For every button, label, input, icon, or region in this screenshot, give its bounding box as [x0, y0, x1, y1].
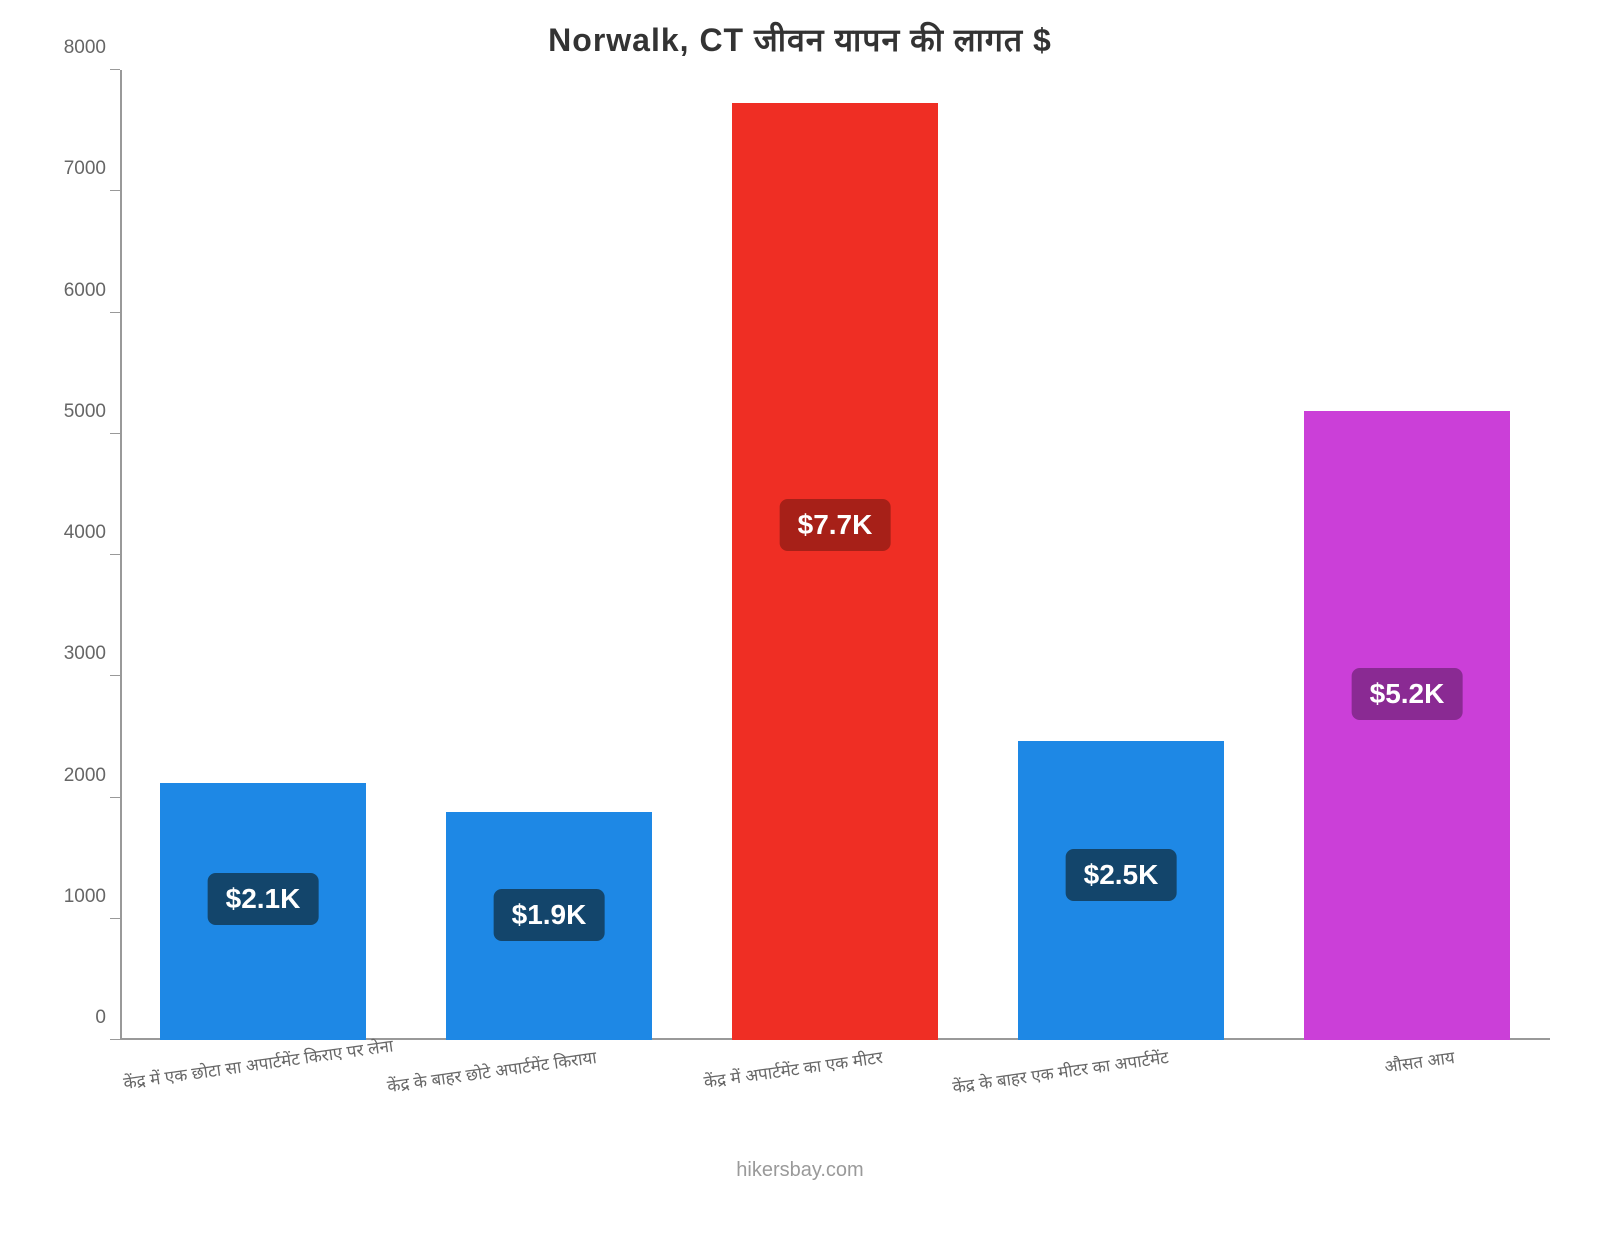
attribution-text: hikersbay.com: [0, 1159, 1600, 1182]
y-tick-label: 2000: [64, 765, 106, 787]
bar-value-badge: $2.5K: [1066, 849, 1177, 901]
bar-slot: $2.1K: [120, 70, 406, 1040]
bar-slot: $5.2K: [1264, 70, 1550, 1040]
bar-slot: $2.5K: [978, 70, 1264, 1040]
cost-of-living-chart: Norwalk, CT जीवन यापन की लागत $ $2.1K $1.…: [0, 0, 1600, 1200]
bar: $7.7K: [732, 103, 938, 1040]
y-tick: [110, 554, 120, 555]
bars-container: $2.1K $1.9K $7.7K $2.5K $5.2K: [120, 70, 1550, 1040]
y-tick-label: 5000: [64, 401, 106, 423]
y-tick-label: 0: [95, 1007, 106, 1029]
y-tick: [110, 675, 120, 676]
y-tick-label: 8000: [64, 37, 106, 59]
y-tick: [110, 312, 120, 313]
y-tick: [110, 918, 120, 919]
bar-value-badge: $7.7K: [780, 499, 891, 551]
y-tick: [110, 433, 120, 434]
y-tick-label: 7000: [64, 158, 106, 180]
y-tick: [110, 190, 120, 191]
bar-slot: $1.9K: [406, 70, 692, 1040]
plot-area: $2.1K$1.9K$7.7K$2.5K$5.2K 01000200030004…: [120, 70, 1550, 1040]
bar-slot: $7.7K: [692, 70, 978, 1040]
bar: $2.5K: [1018, 741, 1224, 1040]
y-tick: [110, 69, 120, 70]
bar-value-badge: $5.2K: [1352, 668, 1463, 720]
y-tick-label: 6000: [64, 280, 106, 302]
y-tick-label: 1000: [64, 886, 106, 908]
bar-value-badge: $1.9K: [494, 889, 605, 941]
y-tick-label: 3000: [64, 643, 106, 665]
y-tick: [110, 797, 120, 798]
bar: $5.2K: [1304, 411, 1510, 1040]
x-tick-label: केंद्र में एक छोटा सा अपार्टमेंट किराए प…: [122, 1045, 312, 1094]
y-tick-label: 4000: [64, 522, 106, 544]
y-tick: [110, 1039, 120, 1040]
bar: $2.1K: [160, 783, 366, 1040]
bar-value-badge: $2.1K: [208, 873, 319, 925]
bar: $1.9K: [446, 812, 652, 1040]
chart-title: Norwalk, CT जीवन यापन की लागत $: [0, 18, 1600, 61]
